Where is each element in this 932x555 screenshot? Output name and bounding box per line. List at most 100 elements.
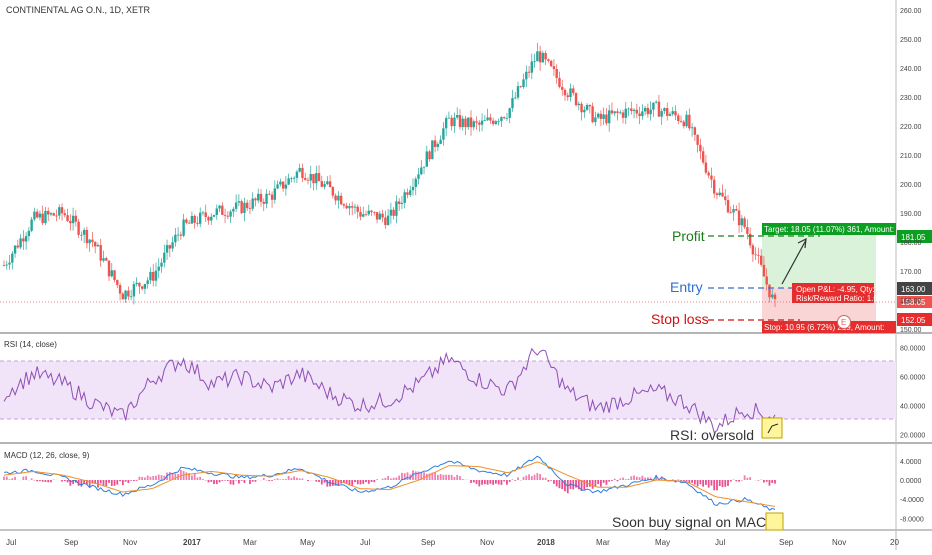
candle-body bbox=[307, 180, 309, 181]
candle-body bbox=[329, 181, 331, 187]
macd-histogram-bar bbox=[686, 480, 688, 481]
candle-body bbox=[229, 212, 231, 217]
time-tick-label: Mar bbox=[243, 538, 257, 547]
candle-body bbox=[14, 246, 16, 254]
candle-body bbox=[578, 104, 580, 105]
candle-body bbox=[116, 280, 118, 285]
candle-body bbox=[743, 218, 745, 227]
candle-body bbox=[655, 102, 657, 103]
candle-body bbox=[47, 211, 49, 215]
candle-body bbox=[301, 168, 303, 178]
macd-histogram-bar bbox=[498, 480, 500, 484]
candle-body bbox=[321, 181, 323, 187]
macd-histogram-bar bbox=[9, 479, 11, 480]
candle-body bbox=[630, 109, 632, 111]
candle-body bbox=[357, 207, 359, 212]
candle-body bbox=[561, 87, 563, 90]
candle-body bbox=[22, 238, 24, 241]
macd-histogram-bar bbox=[208, 480, 210, 482]
candle-body bbox=[33, 212, 35, 220]
macd-histogram-bar bbox=[636, 477, 638, 480]
candle-body bbox=[719, 193, 721, 195]
macd-histogram-bar bbox=[724, 480, 726, 487]
candle-body bbox=[428, 151, 430, 159]
candle-body bbox=[235, 203, 237, 209]
candle-body bbox=[83, 230, 85, 235]
rsi-band bbox=[0, 361, 896, 419]
candle-body bbox=[340, 196, 342, 205]
macd-histogram-bar bbox=[719, 480, 721, 486]
candle-body bbox=[575, 93, 577, 105]
candle-body bbox=[696, 135, 698, 145]
candle-body bbox=[376, 212, 378, 219]
candle-body bbox=[434, 140, 436, 147]
macd-histogram-bar bbox=[249, 480, 251, 484]
candle-body bbox=[171, 242, 173, 248]
candle-body bbox=[119, 285, 121, 294]
candle-body bbox=[240, 201, 242, 213]
candle-body bbox=[100, 245, 102, 261]
macd-histogram-bar bbox=[302, 478, 304, 480]
candle-body bbox=[497, 121, 499, 122]
macd-histogram-bar bbox=[382, 479, 384, 480]
candle-body bbox=[210, 217, 212, 221]
macd-title: MACD (12, 26, close, 9) bbox=[4, 451, 90, 460]
rsi-tick-label: 40.0000 bbox=[900, 404, 925, 411]
macd-histogram-bar bbox=[454, 477, 456, 480]
candle-body bbox=[597, 114, 599, 118]
macd-histogram-bar bbox=[14, 477, 16, 480]
macd-histogram-bar bbox=[459, 476, 461, 480]
macd-histogram-bar bbox=[644, 477, 646, 480]
candle-body bbox=[694, 127, 696, 135]
candle-body bbox=[152, 272, 154, 281]
macd-histogram-bar bbox=[492, 480, 494, 485]
candle-body bbox=[486, 117, 488, 120]
candle-body bbox=[550, 61, 552, 66]
candle-body bbox=[17, 246, 19, 248]
macd-histogram-bar bbox=[614, 479, 616, 480]
candle-body bbox=[66, 215, 68, 221]
macd-histogram-bar bbox=[415, 471, 417, 480]
macd-histogram-bar bbox=[481, 480, 483, 485]
candle-body bbox=[392, 210, 394, 216]
candle-body bbox=[265, 194, 267, 204]
time-tick-label: Jul bbox=[360, 538, 370, 547]
macd-histogram-bar bbox=[194, 474, 196, 480]
candle-body bbox=[677, 115, 679, 121]
macd-histogram-bar bbox=[589, 480, 591, 487]
candle-body bbox=[334, 196, 336, 201]
stop-price: 152.05 bbox=[901, 316, 926, 325]
macd-histogram-bar bbox=[371, 480, 373, 482]
rsi-note: RSI: oversold bbox=[670, 427, 754, 443]
candle-body bbox=[224, 215, 226, 216]
candle-body bbox=[658, 102, 660, 117]
macd-histogram-bar bbox=[224, 480, 226, 481]
macd-histogram-bar bbox=[509, 480, 511, 482]
macd-histogram-bar bbox=[746, 478, 748, 480]
macd-histogram-bar bbox=[321, 480, 323, 484]
macd-histogram-bar bbox=[31, 478, 33, 480]
stop-label: Stop loss bbox=[651, 311, 709, 327]
candle-body bbox=[594, 117, 596, 122]
macd-histogram-bar bbox=[730, 480, 732, 482]
macd-histogram-bar bbox=[387, 476, 389, 480]
candle-body bbox=[11, 254, 13, 263]
candle-body bbox=[362, 214, 364, 216]
candle-body bbox=[509, 108, 511, 118]
macd-histogram-bar bbox=[396, 478, 398, 480]
candle-body bbox=[86, 230, 88, 243]
candle-body bbox=[254, 199, 256, 201]
macd-tick-label: -8.0000 bbox=[900, 516, 924, 523]
candle-body bbox=[315, 173, 317, 183]
candle-body bbox=[271, 195, 273, 200]
candle-body bbox=[644, 108, 646, 111]
candle-body bbox=[409, 190, 411, 195]
candle-body bbox=[213, 215, 215, 217]
macd-histogram-bar bbox=[61, 480, 63, 482]
macd-histogram-bar bbox=[489, 480, 491, 484]
macd-histogram-bar bbox=[307, 480, 309, 481]
macd-histogram-bar bbox=[11, 478, 13, 480]
macd-histogram-bar bbox=[185, 472, 187, 480]
candle-body bbox=[141, 286, 143, 288]
